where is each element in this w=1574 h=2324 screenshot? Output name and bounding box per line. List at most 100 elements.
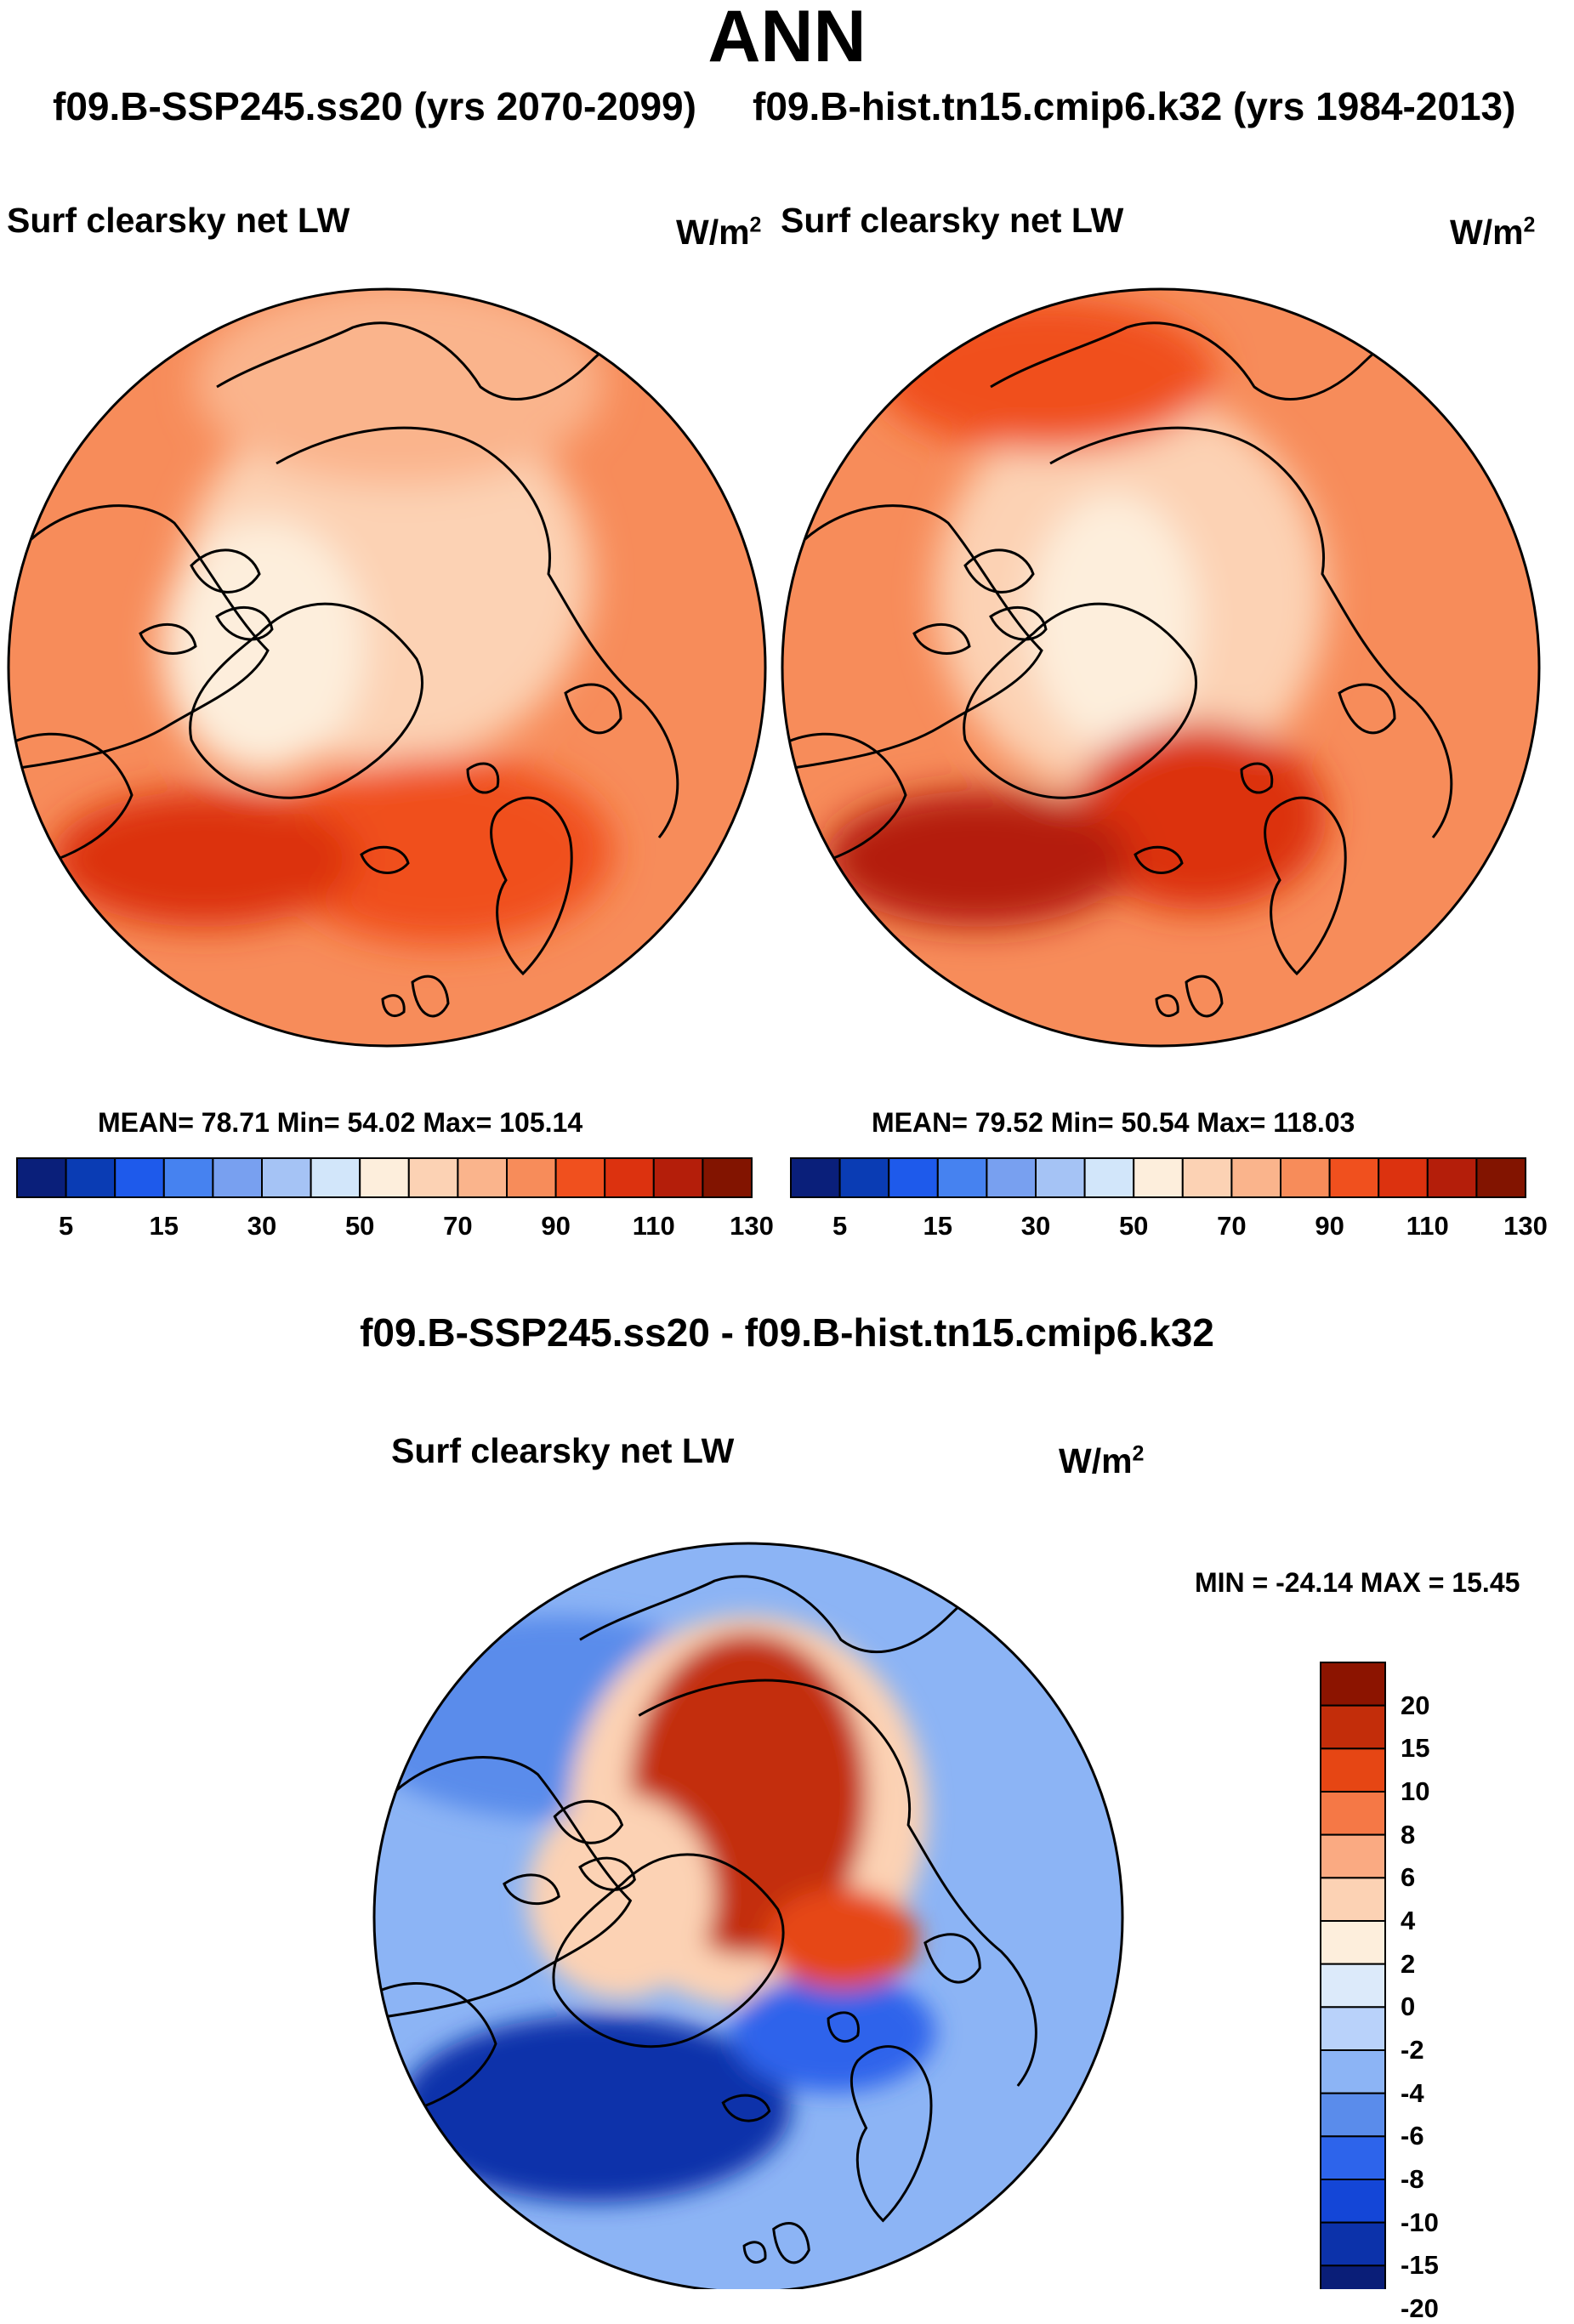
left-panel-units: W/m2 bbox=[676, 213, 762, 252]
colorbar-tick-label: 70 bbox=[1217, 1211, 1247, 1241]
colorbar-tick-label: -15 bbox=[1401, 2250, 1439, 2281]
left-region-labrador-sea bbox=[51, 791, 357, 927]
diff-panel-label: Surf clearsky net LW bbox=[391, 1431, 735, 1470]
colorbar-swatch bbox=[652, 1157, 704, 1198]
colorbar-tick-label: 15 bbox=[149, 1211, 179, 1241]
colorbar-tick-label: 30 bbox=[1020, 1211, 1051, 1241]
colorbar-swatch bbox=[1320, 2221, 1386, 2267]
colorbar-swatch bbox=[1320, 1704, 1386, 1750]
run-right-label: f09.B-hist.tn15.cmip6.k32 (yrs 1984-2013… bbox=[753, 84, 1516, 128]
colorbar-swatch bbox=[1320, 1963, 1386, 2009]
colorbar-swatch bbox=[1320, 2264, 1386, 2289]
colorbar-swatch bbox=[1320, 2135, 1386, 2180]
colorbar-tick-label: -2 bbox=[1401, 2035, 1424, 2065]
colorbar-tick-label: 8 bbox=[1401, 1819, 1416, 1850]
colorbar-tick-label: 90 bbox=[1315, 1211, 1344, 1241]
colorbar-swatch bbox=[1320, 2006, 1386, 2051]
colorbar-tick-label: 0 bbox=[1401, 1992, 1416, 2022]
colorbar-swatch bbox=[1035, 1157, 1086, 1198]
colorbar-swatch bbox=[986, 1157, 1037, 1198]
colorbar-swatch bbox=[65, 1157, 116, 1198]
colorbar-swatch bbox=[359, 1157, 410, 1198]
diff-region-barents bbox=[765, 1888, 918, 1990]
left-panel-label: Surf clearsky net LW bbox=[7, 201, 350, 240]
diff-title: f09.B-SSP245.ss20 - f09.B-hist.tn15.cmip… bbox=[360, 1310, 1214, 1355]
colorbar-swatch bbox=[1475, 1157, 1527, 1198]
colorbar-tick-label: 90 bbox=[541, 1211, 571, 1241]
colorbar-tick-label: 70 bbox=[443, 1211, 473, 1241]
right-map-border bbox=[781, 287, 1541, 1048]
right-region-labrador-sea bbox=[825, 791, 1131, 927]
diff-colorbar bbox=[1320, 1662, 1386, 2289]
colorbar-tick-label: 130 bbox=[1503, 1211, 1548, 1241]
colorbar-swatch bbox=[1320, 1833, 1386, 1879]
left-region-siberia bbox=[196, 289, 604, 485]
diff-panel-stats: MIN = -24.14 MAX = 15.45 bbox=[1195, 1567, 1520, 1598]
colorbar-swatch bbox=[604, 1157, 655, 1198]
colorbar-swatch bbox=[1426, 1157, 1478, 1198]
colorbar-swatch bbox=[1280, 1157, 1331, 1198]
left-map-border bbox=[7, 287, 767, 1048]
left-colorbar bbox=[16, 1157, 753, 1198]
colorbar-swatch bbox=[310, 1157, 361, 1198]
colorbar-swatch bbox=[790, 1157, 841, 1198]
right-region-pole bbox=[1029, 493, 1199, 748]
diff-region-archipelago bbox=[527, 1794, 714, 1998]
colorbar-tick-label: 50 bbox=[1118, 1211, 1149, 1241]
colorbar-tick-label: 4 bbox=[1401, 1906, 1416, 1935]
diff-region-nordic-seas bbox=[731, 1973, 935, 2092]
colorbar-swatch bbox=[888, 1157, 939, 1198]
colorbar-swatch bbox=[936, 1157, 988, 1198]
colorbar-tick-label: -4 bbox=[1401, 2077, 1424, 2108]
colorbar-tick-label: 20 bbox=[1401, 1690, 1430, 1720]
colorbar-tick-label: -6 bbox=[1401, 2121, 1424, 2151]
colorbar-swatch bbox=[1320, 2049, 1386, 2094]
colorbar-swatch bbox=[1320, 1877, 1386, 1922]
colorbar-tick-label: 5 bbox=[832, 1211, 848, 1241]
colorbar-swatch bbox=[702, 1157, 753, 1198]
colorbar-swatch bbox=[114, 1157, 165, 1198]
right-colorbar bbox=[790, 1157, 1527, 1198]
diff-region-labrador-sea bbox=[400, 2015, 791, 2202]
right-panel-label: Surf clearsky net LW bbox=[781, 201, 1124, 240]
colorbar-tick-label: 130 bbox=[730, 1211, 774, 1241]
colorbar-swatch bbox=[1320, 2092, 1386, 2138]
colorbar-tick-label: -8 bbox=[1401, 2164, 1424, 2194]
colorbar-swatch bbox=[1320, 1747, 1386, 1793]
colorbar-tick-label: 110 bbox=[1406, 1211, 1449, 1241]
main-title: ANN bbox=[707, 0, 867, 77]
colorbar-tick-label: 6 bbox=[1401, 1862, 1416, 1893]
colorbar-swatch bbox=[1083, 1157, 1135, 1198]
colorbar-swatch bbox=[212, 1157, 263, 1198]
left-region-nordic-seas bbox=[272, 757, 612, 944]
colorbar-tick-label: 5 bbox=[58, 1211, 74, 1241]
colorbar-swatch bbox=[1181, 1157, 1233, 1198]
colorbar-swatch bbox=[1320, 1791, 1386, 1836]
diff-map-border bbox=[372, 1542, 1124, 2289]
colorbar-tick-label: 110 bbox=[632, 1211, 675, 1241]
left-panel-stats: MEAN= 78.71 Min= 54.02 Max= 105.14 bbox=[98, 1107, 583, 1138]
colorbar-swatch bbox=[407, 1157, 459, 1198]
colorbar-swatch bbox=[1230, 1157, 1282, 1198]
colorbar-swatch bbox=[1320, 1662, 1386, 1707]
colorbar-swatch bbox=[1328, 1157, 1380, 1198]
colorbar-tick-label: 50 bbox=[344, 1211, 375, 1241]
right-map bbox=[782, 289, 1539, 1046]
right-panel-stats: MEAN= 79.52 Min= 50.54 Max= 118.03 bbox=[872, 1107, 1355, 1138]
colorbar-swatch bbox=[457, 1157, 509, 1198]
colorbar-swatch bbox=[838, 1157, 890, 1198]
colorbar-swatch bbox=[162, 1157, 214, 1198]
diff-map bbox=[374, 1543, 1122, 2289]
colorbar-tick-label: -20 bbox=[1401, 2293, 1439, 2323]
right-region-nordic-seas bbox=[1071, 723, 1327, 910]
colorbar-tick-label: 15 bbox=[923, 1211, 953, 1241]
colorbar-swatch bbox=[1378, 1157, 1429, 1198]
colorbar-tick-label: 2 bbox=[1401, 1948, 1416, 1979]
diff-panel-units: W/m2 bbox=[1059, 1441, 1145, 1480]
colorbar-swatch bbox=[1133, 1157, 1184, 1198]
right-panel-units: W/m2 bbox=[1450, 213, 1536, 252]
left-map bbox=[9, 289, 765, 1046]
colorbar-swatch bbox=[16, 1157, 67, 1198]
colorbar-tick-label: 15 bbox=[1401, 1733, 1430, 1764]
